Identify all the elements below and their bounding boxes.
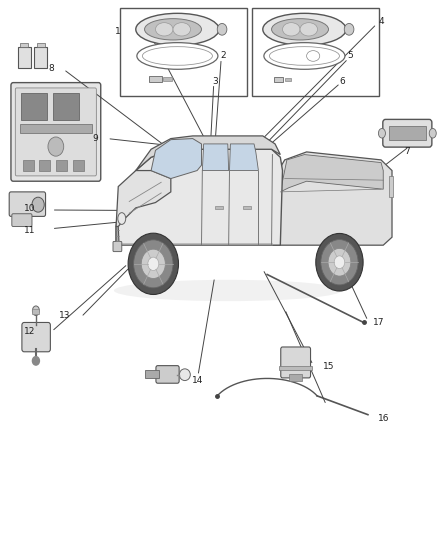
Text: 15: 15: [323, 362, 334, 370]
Circle shape: [48, 137, 64, 156]
Polygon shape: [202, 144, 229, 171]
Bar: [20, 43, 28, 47]
Ellipse shape: [328, 248, 351, 276]
Ellipse shape: [134, 240, 173, 288]
Bar: [23, 160, 34, 171]
Circle shape: [32, 357, 39, 365]
Bar: [389, 126, 426, 140]
Ellipse shape: [378, 128, 385, 138]
Ellipse shape: [272, 19, 328, 40]
Text: 7: 7: [404, 148, 410, 156]
Ellipse shape: [136, 13, 219, 45]
Bar: [53, 93, 79, 120]
Polygon shape: [116, 149, 283, 245]
Text: 10: 10: [24, 205, 35, 213]
Polygon shape: [272, 152, 392, 245]
Ellipse shape: [128, 233, 179, 294]
Ellipse shape: [264, 43, 345, 69]
Bar: [274, 77, 283, 82]
FancyBboxPatch shape: [11, 83, 101, 181]
Text: 3: 3: [212, 77, 219, 86]
Bar: [252, 8, 379, 96]
Text: 17: 17: [373, 318, 385, 327]
FancyBboxPatch shape: [113, 241, 122, 252]
Text: 6: 6: [339, 77, 346, 86]
Text: 13: 13: [59, 311, 71, 320]
Ellipse shape: [173, 22, 191, 36]
Ellipse shape: [263, 13, 346, 45]
Polygon shape: [230, 144, 258, 171]
Text: 2: 2: [221, 51, 226, 60]
FancyBboxPatch shape: [281, 347, 311, 378]
Bar: [18, 47, 31, 68]
Ellipse shape: [32, 306, 39, 316]
Ellipse shape: [283, 22, 300, 36]
FancyBboxPatch shape: [156, 366, 179, 383]
Bar: [37, 43, 45, 47]
FancyBboxPatch shape: [12, 214, 32, 227]
Bar: [39, 160, 50, 171]
Ellipse shape: [334, 256, 345, 269]
Bar: [149, 76, 162, 82]
Bar: [289, 374, 302, 381]
Text: 11: 11: [24, 227, 35, 235]
Ellipse shape: [344, 23, 354, 35]
Ellipse shape: [148, 257, 159, 271]
Text: 9: 9: [92, 134, 99, 143]
Bar: [21, 93, 47, 120]
Ellipse shape: [145, 19, 201, 40]
Bar: [279, 366, 312, 370]
Ellipse shape: [429, 128, 436, 138]
Polygon shape: [280, 155, 383, 192]
Text: 4: 4: [378, 17, 384, 26]
Ellipse shape: [307, 51, 320, 61]
Text: 14: 14: [192, 376, 204, 385]
Bar: [389, 176, 393, 197]
Polygon shape: [151, 139, 201, 179]
Bar: [120, 8, 247, 96]
Ellipse shape: [300, 22, 318, 36]
Bar: [73, 160, 84, 171]
Bar: [56, 160, 67, 171]
FancyBboxPatch shape: [15, 88, 96, 176]
Text: 5: 5: [347, 51, 353, 60]
FancyBboxPatch shape: [9, 192, 46, 216]
Bar: [163, 77, 172, 81]
Bar: [243, 206, 251, 209]
Ellipse shape: [142, 47, 212, 65]
Polygon shape: [116, 171, 171, 227]
Ellipse shape: [137, 43, 218, 69]
Text: 1: 1: [115, 28, 121, 36]
Ellipse shape: [114, 280, 342, 301]
FancyBboxPatch shape: [383, 119, 432, 147]
Ellipse shape: [141, 249, 165, 278]
Ellipse shape: [32, 197, 44, 212]
Bar: [215, 206, 223, 209]
Text: 16: 16: [378, 414, 389, 423]
Bar: [145, 370, 159, 378]
Ellipse shape: [180, 369, 190, 381]
Ellipse shape: [155, 22, 173, 36]
Bar: [20, 124, 92, 133]
Ellipse shape: [269, 47, 339, 65]
Bar: [34, 47, 47, 68]
FancyBboxPatch shape: [22, 322, 50, 352]
Ellipse shape: [118, 213, 126, 224]
Text: 8: 8: [49, 64, 55, 72]
Ellipse shape: [321, 240, 358, 285]
Ellipse shape: [316, 233, 363, 291]
Text: 12: 12: [24, 327, 35, 336]
Ellipse shape: [217, 23, 227, 35]
Polygon shape: [136, 136, 280, 171]
Bar: [32, 309, 39, 314]
Polygon shape: [116, 227, 119, 245]
Bar: [285, 78, 291, 81]
